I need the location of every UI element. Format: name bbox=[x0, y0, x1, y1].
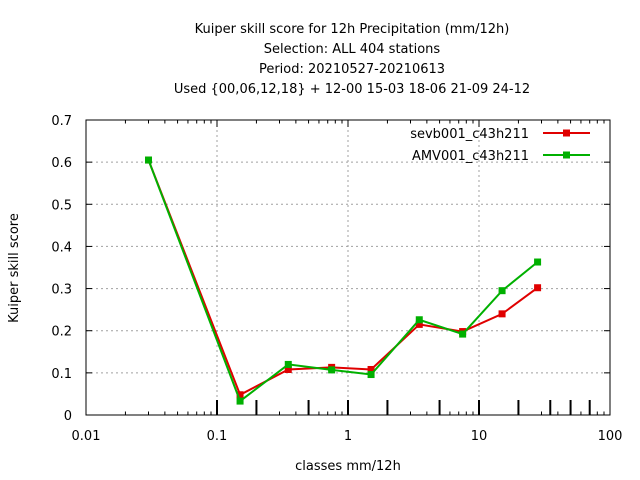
y-tick-label: 0 bbox=[64, 409, 72, 424]
data-point bbox=[236, 391, 244, 399]
x-axis-label: classes mm/12h bbox=[295, 459, 401, 474]
data-point bbox=[145, 156, 153, 164]
chart-title: Kuiper skill score for 12h Precipitation… bbox=[174, 22, 530, 97]
chart-title-line: Used {00,06,12,18} + 12-00 15-03 18-06 2… bbox=[174, 82, 530, 97]
legend-swatch-marker bbox=[563, 151, 570, 159]
class-boundary-ticks bbox=[216, 400, 591, 415]
axes: 0 0.1 0.2 0.3 0.4 0.5 0.6 0.7 0.01 0.1 1 10 100 bbox=[51, 114, 622, 444]
x-tick-label: 1 bbox=[344, 429, 352, 444]
y-tick-label: 0.2 bbox=[51, 325, 72, 340]
y-tick-label: 0.7 bbox=[51, 114, 72, 129]
chart-title-line: Kuiper skill score for 12h Precipitation… bbox=[195, 22, 510, 37]
x-tick-label: 0.1 bbox=[207, 429, 228, 444]
y-tick-label: 0.5 bbox=[51, 198, 72, 213]
data-point bbox=[367, 371, 375, 379]
data-point bbox=[459, 330, 467, 338]
chart-title-line: Selection: ALL 404 stations bbox=[264, 42, 441, 57]
y-tick-label: 0.3 bbox=[51, 283, 72, 298]
data-point bbox=[534, 284, 542, 292]
x-tick-label: 100 bbox=[598, 429, 623, 444]
x-tick-label: 10 bbox=[471, 429, 488, 444]
series-0 bbox=[145, 156, 542, 399]
data-point bbox=[534, 258, 542, 266]
data-point bbox=[415, 316, 423, 324]
legend-label: sevb001_c43h211 bbox=[410, 127, 529, 142]
data-point bbox=[367, 365, 375, 373]
y-tick-label: 0.1 bbox=[51, 367, 72, 382]
y-tick-label: 0.6 bbox=[51, 156, 72, 171]
legend-swatch-marker bbox=[563, 129, 570, 137]
data-point bbox=[284, 365, 292, 373]
series-layer bbox=[145, 156, 542, 405]
legend: sevb001_c43h211 AMV001_c43h211 bbox=[410, 127, 590, 164]
data-point bbox=[498, 310, 506, 318]
data-point bbox=[415, 320, 423, 328]
data-point bbox=[498, 287, 506, 295]
y-axis-label: Kuiper skill score bbox=[7, 213, 22, 323]
data-point bbox=[328, 366, 336, 374]
legend-label: AMV001_c43h211 bbox=[412, 149, 529, 164]
data-point bbox=[236, 397, 244, 405]
data-point bbox=[284, 360, 292, 368]
grid bbox=[86, 120, 610, 415]
x-tick-label: 0.01 bbox=[72, 429, 101, 444]
chart-title-line: Period: 20210527-20210613 bbox=[259, 62, 445, 77]
series-1 bbox=[145, 156, 542, 405]
y-tick-label: 0.4 bbox=[51, 240, 72, 255]
